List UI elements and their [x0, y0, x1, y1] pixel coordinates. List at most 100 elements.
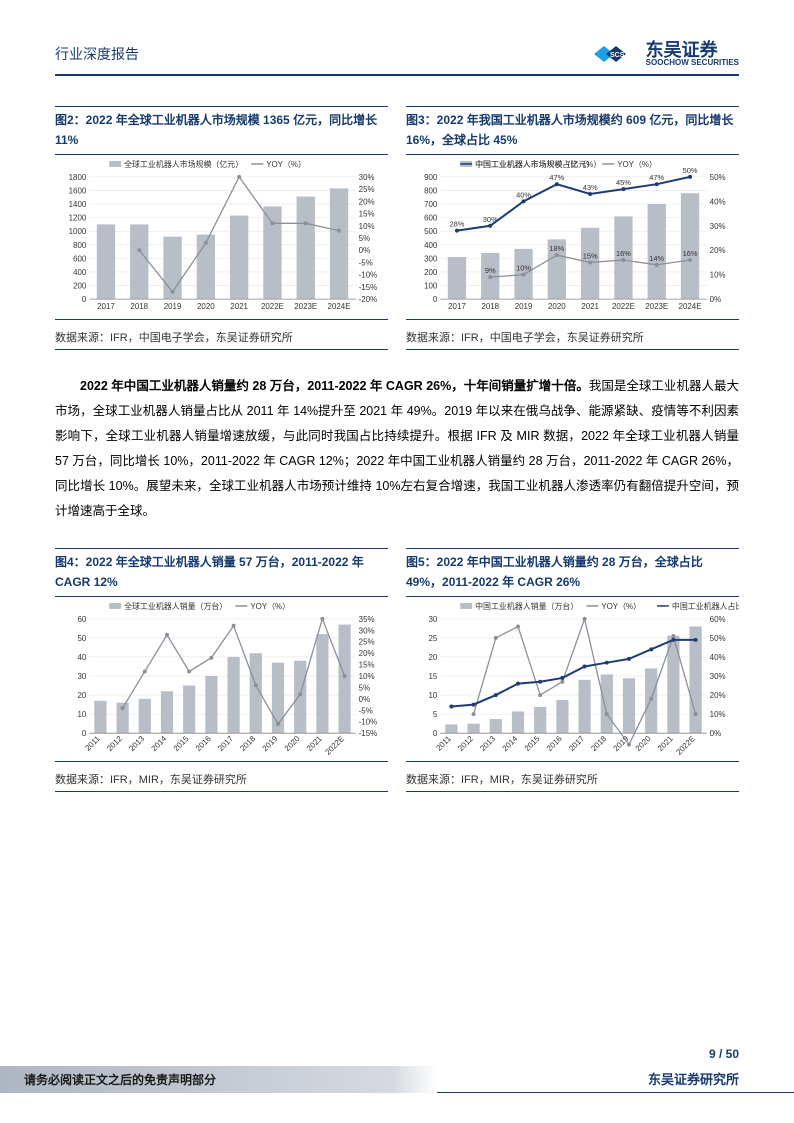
svg-text:600: 600 — [424, 213, 438, 222]
svg-text:-10%: -10% — [359, 717, 378, 726]
svg-text:0: 0 — [433, 295, 438, 304]
chart-row-1: 图2：2022 年全球工业机器人市场规模 1365 亿元，同比增长 11% 02… — [55, 106, 739, 350]
svg-text:35%: 35% — [359, 614, 375, 623]
svg-text:30%: 30% — [710, 222, 726, 231]
svg-text:1200: 1200 — [69, 213, 87, 222]
svg-text:2021: 2021 — [656, 733, 675, 752]
svg-text:5%: 5% — [359, 234, 370, 243]
svg-text:0: 0 — [82, 729, 87, 738]
svg-text:10%: 10% — [359, 222, 375, 231]
svg-text:2012: 2012 — [105, 733, 124, 752]
svg-text:2013: 2013 — [127, 733, 146, 752]
brand-name-en: SOOCHOW SECURITIES — [646, 59, 739, 67]
svg-text:20%: 20% — [359, 197, 375, 206]
svg-text:800: 800 — [424, 186, 438, 195]
svg-text:50%: 50% — [710, 173, 726, 182]
chart-row-2: 图4：2022 年全球工业机器人销量 57 万台，2011-2022 年 CAG… — [55, 548, 739, 792]
svg-text:SCS: SCS — [610, 52, 625, 59]
svg-text:2019: 2019 — [261, 733, 280, 752]
svg-text:600: 600 — [73, 254, 87, 263]
svg-text:40%: 40% — [710, 197, 726, 206]
svg-text:2023E: 2023E — [294, 302, 317, 311]
svg-text:16%: 16% — [683, 249, 698, 258]
svg-text:20%: 20% — [710, 246, 726, 255]
svg-text:30: 30 — [428, 614, 437, 623]
chart3-source: 数据来源：IFR，中国电子学会，东吴证券研究所 — [406, 325, 739, 350]
chart3-title: 图3：2022 年我国工业机器人市场规模约 609 亿元，同比增长 16%，全球… — [406, 106, 739, 155]
svg-text:2021: 2021 — [581, 302, 599, 311]
svg-text:2014: 2014 — [501, 733, 520, 752]
svg-text:-15%: -15% — [359, 283, 378, 292]
svg-text:40: 40 — [77, 653, 86, 662]
svg-text:1000: 1000 — [69, 227, 87, 236]
svg-text:0%: 0% — [710, 729, 721, 738]
brand-name-cn: 东吴证券 — [646, 41, 739, 59]
svg-text:全球工业机器人市场规模（亿元）: 全球工业机器人市场规模（亿元） — [124, 159, 243, 169]
svg-text:43%: 43% — [583, 183, 598, 192]
svg-text:200: 200 — [73, 281, 87, 290]
svg-text:-5%: -5% — [359, 706, 373, 715]
svg-text:2018: 2018 — [130, 302, 148, 311]
chart5-title: 图5：2022 年中国工业机器人销量约 28 万台，全球占比 49%，2011-… — [406, 548, 739, 597]
logo-icon: SCS — [592, 40, 640, 68]
svg-text:2017: 2017 — [567, 733, 586, 752]
svg-text:18%: 18% — [549, 244, 564, 253]
svg-text:2024E: 2024E — [328, 302, 351, 311]
svg-text:47%: 47% — [549, 173, 564, 182]
svg-text:10%: 10% — [710, 710, 726, 719]
svg-text:YOY（%）: YOY（%） — [266, 160, 306, 169]
svg-text:2022E: 2022E — [323, 734, 346, 757]
svg-text:40%: 40% — [710, 653, 726, 662]
svg-text:2017: 2017 — [97, 302, 115, 311]
svg-text:400: 400 — [73, 268, 87, 277]
svg-text:2018: 2018 — [481, 302, 499, 311]
svg-text:中国工业机器人占比: 中国工业机器人占比 — [672, 600, 739, 610]
svg-text:-15%: -15% — [359, 729, 378, 738]
chart2-svg: 020040060080010001200140016001800-20%-15… — [55, 155, 388, 320]
svg-text:20: 20 — [428, 653, 437, 662]
svg-text:2012: 2012 — [456, 733, 475, 752]
svg-text:47%: 47% — [649, 173, 664, 182]
chart4-title: 图4：2022 年全球工业机器人销量 57 万台，2011-2022 年 CAG… — [55, 548, 388, 597]
svg-text:2021: 2021 — [230, 302, 248, 311]
svg-text:2020: 2020 — [548, 302, 566, 311]
chart5-source: 数据来源：IFR，MIR，东吴证券研究所 — [406, 767, 739, 792]
svg-text:30: 30 — [77, 672, 86, 681]
svg-text:900: 900 — [424, 173, 438, 182]
svg-text:15: 15 — [428, 672, 437, 681]
svg-text:25%: 25% — [359, 637, 375, 646]
svg-text:-10%: -10% — [359, 270, 378, 279]
chart5-block: 图5：2022 年中国工业机器人销量约 28 万台，全球占比 49%，2011-… — [406, 548, 739, 792]
page-header: 行业深度报告 SCS 东吴证券 SOOCHOW SECURITIES — [55, 40, 739, 76]
svg-text:2021: 2021 — [305, 733, 324, 752]
svg-text:20%: 20% — [359, 649, 375, 658]
svg-text:1800: 1800 — [69, 173, 87, 182]
svg-text:全球工业机器人销量（万台）: 全球工业机器人销量（万台） — [124, 600, 227, 610]
svg-text:20: 20 — [77, 691, 86, 700]
svg-text:中国工业机器人销量（万台）: 中国工业机器人销量（万台） — [475, 600, 578, 610]
svg-text:50: 50 — [77, 633, 86, 642]
body-lead: 2022 年中国工业机器人销量约 28 万台，2011-2022 年 CAGR … — [80, 379, 589, 393]
svg-text:800: 800 — [73, 241, 87, 250]
svg-text:2022E: 2022E — [674, 734, 697, 757]
svg-text:1400: 1400 — [69, 200, 87, 209]
svg-text:2023E: 2023E — [645, 302, 668, 311]
svg-text:200: 200 — [424, 268, 438, 277]
svg-text:400: 400 — [424, 241, 438, 250]
svg-text:2020: 2020 — [197, 302, 215, 311]
chart3-block: 图3：2022 年我国工业机器人市场规模约 609 亿元，同比增长 16%，全球… — [406, 106, 739, 350]
svg-text:15%: 15% — [583, 251, 598, 260]
svg-text:-5%: -5% — [359, 258, 373, 267]
svg-text:30%: 30% — [710, 672, 726, 681]
svg-text:YOY（%）: YOY（%） — [601, 601, 641, 610]
svg-text:10: 10 — [77, 710, 86, 719]
svg-text:2018: 2018 — [589, 733, 608, 752]
footer-research: 东吴证券研究所 — [437, 1069, 794, 1093]
svg-text:中国工业机器人市场规模占比（%）: 中国工业机器人市场规模占比（%） — [475, 159, 601, 169]
svg-text:2020: 2020 — [283, 733, 302, 752]
svg-text:28%: 28% — [450, 219, 465, 228]
svg-text:2015: 2015 — [523, 733, 542, 752]
svg-text:25%: 25% — [359, 185, 375, 194]
page-number: 9 / 50 — [709, 1047, 739, 1061]
svg-text:16%: 16% — [616, 249, 631, 258]
